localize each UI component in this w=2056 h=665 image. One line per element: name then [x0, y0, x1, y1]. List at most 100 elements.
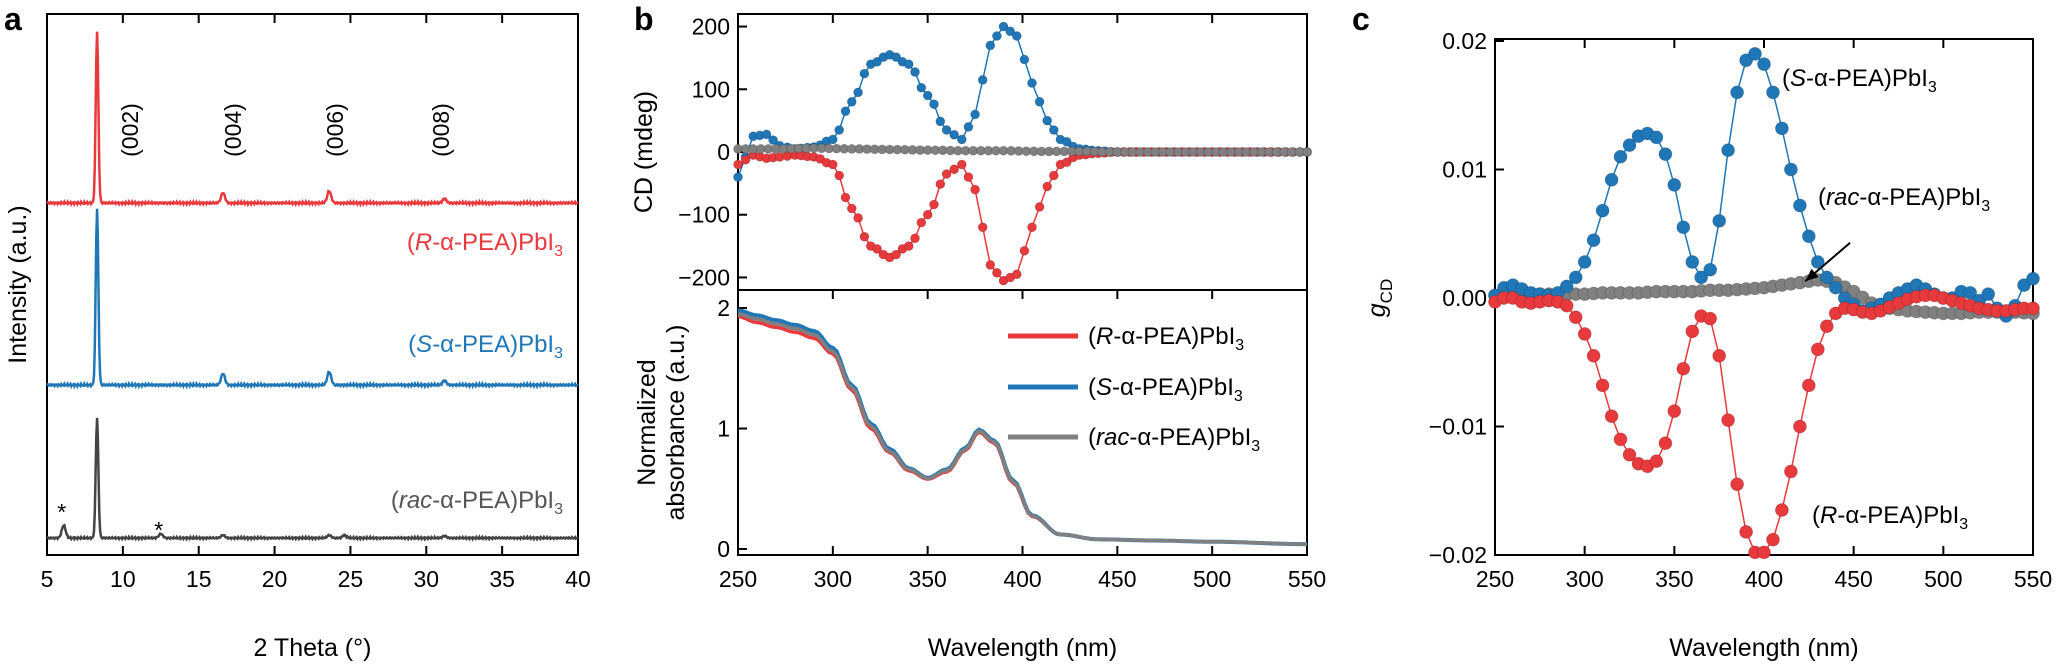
gcd-series-S-point [1649, 130, 1664, 145]
gcd-series-R-point [1649, 454, 1664, 469]
gcd-series-R-point [1658, 436, 1673, 451]
xrd-label-S-p1: ( [408, 331, 416, 358]
cd-series-R-point [1042, 181, 1053, 192]
cd-series-S-point [929, 99, 939, 110]
xrd-xtick-label: 15 [186, 566, 212, 592]
cd-series-R-point [853, 212, 863, 223]
cd-series-R-point [935, 179, 946, 190]
gcd-series-R-point [1801, 378, 1816, 393]
abs-ytick-label: 0 [717, 536, 730, 562]
abs-legend-label-R-p2: -α-PEA)PbI [1113, 323, 1235, 350]
gcd-series-S-point [1703, 262, 1718, 277]
cd-series-R-point [929, 199, 939, 210]
cd-series-R-point [1034, 201, 1045, 212]
gcd-series-R-point [1685, 324, 1700, 339]
abs-legend-label-rac-p2: -α-PEA)PbI [1129, 424, 1251, 451]
panel-letter-b: b [634, 1, 654, 37]
xrd-xtick-label: 25 [338, 566, 364, 592]
gcd-series-R-point [1793, 419, 1807, 434]
gcd-xtick-label: 250 [1476, 566, 1514, 592]
abs-legend-label-R: (R-α-PEA)PbI3 [1088, 323, 1244, 354]
cd-series-R-point [941, 169, 952, 179]
gcd-label-rac-p1: ( [1818, 184, 1826, 211]
xrd-series-S [46, 208, 579, 390]
gcd-series-S-point [1819, 270, 1834, 285]
gcd-series-S-point [1622, 138, 1637, 153]
gcd-label-S-sub: 3 [1928, 79, 1937, 96]
cd-series-S-point [761, 129, 772, 140]
gcd-series-S-point [1559, 279, 1574, 294]
cd-series-S-point [846, 96, 857, 107]
cd-series-S-point [977, 75, 988, 85]
gcd-series-R-point [1595, 378, 1610, 393]
gcd-label-rac-sub: 3 [1981, 198, 1990, 215]
cd-series-S-point [985, 40, 996, 51]
cd-series-S-point [963, 122, 974, 132]
cd-series-R-point [846, 203, 857, 214]
gcd-label-R-p1: ( [1812, 502, 1820, 529]
gcd-series-R-point [1810, 342, 1825, 357]
abs-xtick-label: 300 [814, 566, 852, 592]
abs-xtick-label: 250 [719, 566, 757, 592]
cd-series-S-point [827, 134, 838, 145]
cd-series-R-point [916, 217, 927, 228]
gcd-series-S-point [1793, 198, 1807, 213]
gcd-series-S-point [1757, 57, 1771, 71]
gcd-series-S-point [1828, 280, 1843, 295]
cd-series-R-point [970, 184, 980, 195]
cd-series-S-point [992, 31, 1002, 41]
abs-legend-label-S-sub: 3 [1234, 388, 1243, 405]
abs-legend-label-S: (S-α-PEA)PbI3 [1088, 374, 1243, 405]
gcd-series-S-point [1730, 85, 1744, 100]
xrd-x-axis-title: 2 Theta (°) [254, 634, 372, 662]
cd-series-S-point [1005, 26, 1016, 37]
xrd-peak-label: (008) [428, 103, 454, 157]
panel-a-xrd: 5 10 15 20 25 30 35 40 2 Theta (°) Intensity (a.u… [4, 13, 591, 662]
cd-series-R-point [733, 159, 743, 170]
gcd-series-R-point [1613, 432, 1628, 447]
gcd-label-S-p2: -α-PEA)PbI [1806, 65, 1928, 92]
gcd-series-R-point [1730, 477, 1744, 492]
abs-ytick-label: 2 [717, 295, 730, 321]
gcd-xtick-label: 350 [1655, 566, 1693, 592]
abs-xtick-label: 500 [1193, 566, 1231, 592]
xrd-xtick-label: 30 [413, 566, 439, 592]
xrd-label-R-p2: -α-PEA)PbI [432, 229, 554, 256]
xrd-impurity-mark: * [57, 499, 66, 525]
cd-series-R-point [872, 243, 882, 254]
gcd-series-R-point [1667, 404, 1682, 419]
gcd-label-S-italic: S [1790, 65, 1806, 92]
xrd-label-R-italic: R [415, 229, 432, 256]
gcd-ytick-label: −0.02 [1429, 542, 1487, 568]
cd-series-R-point [891, 249, 901, 260]
xrd-xtick-label: 10 [110, 566, 136, 592]
abs-x-axis-title: Wavelength (nm) [928, 634, 1117, 662]
gcd-xtick-label: 450 [1834, 566, 1872, 592]
cd-series-S-point [1027, 78, 1037, 88]
xrd-xtick-label: 40 [565, 566, 591, 592]
abs-legend-label-S-italic: S [1096, 374, 1112, 401]
gcd-y-axis-title-main: g [1363, 303, 1391, 317]
cd-series-R-point [1048, 170, 1059, 181]
cd-series-S-point [941, 125, 952, 135]
gcd-label-rac: (rac-α-PEA)PbI3 [1818, 184, 1990, 215]
gcd-label-R-italic: R [1820, 502, 1837, 529]
gcd-series-S-point [1658, 147, 1673, 162]
gcd-series-S-point [1613, 149, 1628, 164]
gcd-y-axis-title: gCD [1363, 279, 1396, 317]
xrd-label-rac-p2: -α-PEA)PbI [432, 487, 554, 514]
abs-ytick-label: 1 [717, 416, 730, 442]
gcd-series-R-point [2026, 301, 2040, 316]
abs-xtick-label: 550 [1288, 566, 1326, 592]
cd-series-S-point [1019, 54, 1030, 65]
gcd-ytick-label: 0.02 [1442, 28, 1487, 54]
gcd-xtick-label: 300 [1565, 566, 1603, 592]
gcd-series-S-point [1595, 203, 1610, 218]
gcd-series-R-point [1784, 464, 1798, 479]
panel-b-cd: −200 −100 0 100 200 CD (mdeg) [630, 13, 1312, 291]
xrd-peak-label: (006) [322, 103, 348, 157]
xrd-label-S-p2: -α-PEA)PbI [432, 331, 554, 358]
cd-series-S-point [859, 68, 870, 79]
abs-legend-label-R-p1: ( [1088, 323, 1096, 350]
cd-series-R-line [737, 151, 1307, 282]
